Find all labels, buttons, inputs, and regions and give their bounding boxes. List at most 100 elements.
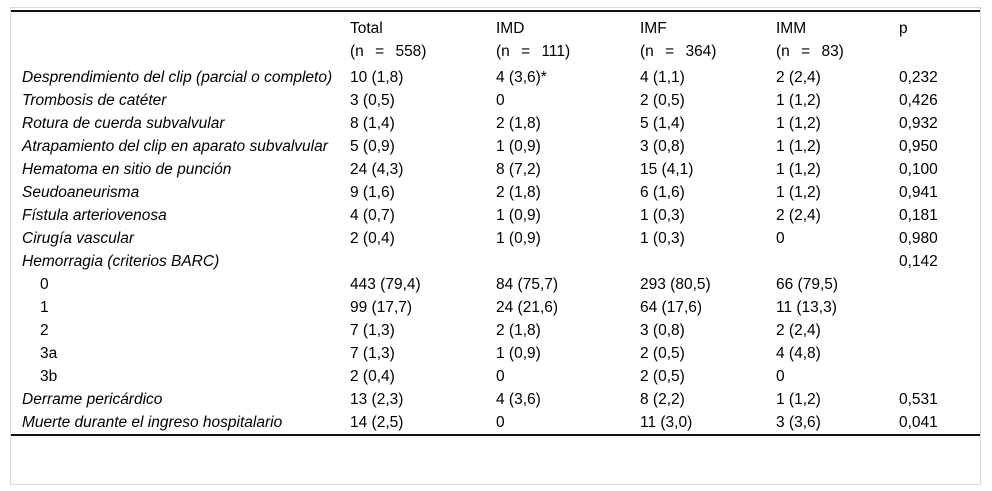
header-cell-imm: IMM (n = 83) — [776, 11, 899, 66]
cell-p: 0,531 — [899, 391, 938, 408]
cell-imf: 15 (4,1) — [640, 161, 694, 178]
table-row: 2 7 (1,3) 2 (1,8) 3 (0,8) 2 (2,4) — [11, 319, 980, 342]
cell-imm: 0 — [776, 368, 785, 385]
cell-imd: 1 (0,9) — [496, 207, 541, 224]
cell-imm: 1 (1,2) — [776, 115, 821, 132]
cell-p — [899, 273, 980, 296]
cell-imd: 84 (75,7) — [496, 276, 559, 293]
cell-p: 0,980 — [899, 230, 938, 247]
cell-p — [899, 296, 980, 319]
row-label: Atrapamiento del clip en aparato subvalv… — [22, 138, 328, 155]
cell-total: 24 (4,3) — [350, 161, 404, 178]
cell-total: 5 (0,9) — [350, 138, 395, 155]
cell-imf: 64 (17,6) — [640, 299, 703, 316]
table-row: Trombosis de catéter 3 (0,5) 0 2 (0,5) 1… — [11, 89, 980, 112]
cell-imm: 66 (79,5) — [776, 276, 839, 293]
cell-imf: 11 (3,0) — [640, 414, 693, 431]
table-row: 0 443 (79,4) 84 (75,7) 293 (80,5) 66 (79… — [11, 273, 980, 296]
cell-imm: 4 (4,8) — [776, 345, 821, 362]
cell-imm: 1 (1,2) — [776, 92, 821, 109]
cell-imd: 0 — [496, 368, 505, 385]
cell-total: 9 (1,6) — [350, 184, 395, 201]
cell-imf: 3 (0,8) — [640, 138, 685, 155]
cell-imm: 1 (1,2) — [776, 184, 821, 201]
cell-p — [899, 319, 980, 342]
table-frame: Total (n = 558) IMD (n = 111) IMF (n = 3… — [10, 7, 981, 485]
cell-imf: 3 (0,8) — [640, 322, 685, 339]
cell-imm — [776, 250, 899, 273]
cell-p: 0,142 — [899, 253, 938, 270]
row-label: 3b — [40, 368, 58, 385]
cell-imf: 2 (0,5) — [640, 368, 685, 385]
row-label: 2 — [40, 322, 49, 339]
column-title: p — [899, 20, 908, 37]
cell-p: 0,950 — [899, 138, 938, 155]
cell-p: 0,941 — [899, 184, 938, 201]
table-row: Rotura de cuerda subvalvular 8 (1,4) 2 (… — [11, 112, 980, 135]
header-row: Total (n = 558) IMD (n = 111) IMF (n = 3… — [11, 11, 980, 66]
cell-p: 0,426 — [899, 92, 938, 109]
cell-imd: 0 — [496, 92, 505, 109]
cell-total: 99 (17,7) — [350, 299, 413, 316]
header-cell-empty — [11, 11, 350, 66]
cell-imd: 4 (3,6)* — [496, 69, 547, 86]
table-row: Seudoaneurisma 9 (1,6) 2 (1,8) 6 (1,6) 1… — [11, 181, 980, 204]
row-label: Hematoma en sitio de punción — [22, 161, 232, 178]
column-title: IMM — [776, 20, 807, 37]
header-cell-imd: IMD (n = 111) — [496, 11, 640, 66]
table-row: Derrame pericárdico 13 (2,3) 4 (3,6) 8 (… — [11, 388, 980, 411]
cell-total: 2 (0,4) — [350, 230, 395, 247]
cell-imd: 1 (0,9) — [496, 138, 541, 155]
row-label: 1 — [40, 299, 49, 316]
table-row: Atrapamiento del clip en aparato subvalv… — [11, 135, 980, 158]
cell-imd: 4 (3,6) — [496, 391, 541, 408]
table-row: Fístula arteriovenosa 4 (0,7) 1 (0,9) 1 … — [11, 204, 980, 227]
cell-p: 0,100 — [899, 161, 938, 178]
cell-imm: 0 — [776, 230, 785, 247]
row-label: Fístula arteriovenosa — [22, 207, 167, 224]
cell-total: 8 (1,4) — [350, 115, 395, 132]
column-title: IMF — [640, 20, 667, 37]
row-label: 0 — [40, 276, 49, 293]
table-row: 3b 2 (0,4) 0 2 (0,5) 0 — [11, 365, 980, 388]
cell-p: 0,232 — [899, 69, 938, 86]
cell-total — [350, 250, 496, 273]
cell-imd: 2 (1,8) — [496, 184, 541, 201]
cell-total: 443 (79,4) — [350, 276, 421, 293]
table-row: Cirugía vascular 2 (0,4) 1 (0,9) 1 (0,3)… — [11, 227, 980, 250]
cell-imd: 24 (21,6) — [496, 299, 559, 316]
cell-total: 3 (0,5) — [350, 92, 395, 109]
cell-imm: 11 (13,3) — [776, 299, 837, 316]
cell-imm: 2 (2,4) — [776, 207, 821, 224]
cell-imf: 1 (0,3) — [640, 230, 685, 247]
cell-total: 10 (1,8) — [350, 69, 404, 86]
table-row: Muerte durante el ingreso hospitalario 1… — [11, 411, 980, 435]
cell-imf: 8 (2,2) — [640, 391, 685, 408]
cell-imm: 1 (1,2) — [776, 161, 821, 178]
cell-imf: 4 (1,1) — [640, 69, 685, 86]
row-label: Derrame pericárdico — [22, 391, 163, 408]
header-cell-imf: IMF (n = 364) — [640, 11, 776, 66]
cell-imf: 5 (1,4) — [640, 115, 685, 132]
cell-imd: 1 (0,9) — [496, 345, 541, 362]
cell-total: 2 (0,4) — [350, 368, 395, 385]
row-label: 3a — [40, 345, 58, 362]
cell-imf: 1 (0,3) — [640, 207, 685, 224]
table-body: Desprendimiento del clip (parcial o comp… — [11, 66, 980, 435]
column-title: Total — [350, 20, 383, 37]
row-label: Desprendimiento del clip (parcial o comp… — [22, 69, 333, 86]
row-label: Cirugía vascular — [22, 230, 134, 247]
column-title: IMD — [496, 20, 525, 37]
cell-imf — [640, 250, 776, 273]
cell-total: 7 (1,3) — [350, 345, 395, 362]
cell-imm: 2 (2,4) — [776, 322, 821, 339]
cell-imd: 1 (0,9) — [496, 230, 541, 247]
cell-p: 0,181 — [899, 207, 938, 224]
row-label: Trombosis de catéter — [22, 92, 167, 109]
cell-p: 0,932 — [899, 115, 938, 132]
cell-total: 14 (2,5) — [350, 414, 404, 431]
cell-p — [899, 342, 980, 365]
cell-imm: 1 (1,2) — [776, 391, 821, 408]
cell-imd: 8 (7,2) — [496, 161, 541, 178]
row-label: Rotura de cuerda subvalvular — [22, 115, 225, 132]
